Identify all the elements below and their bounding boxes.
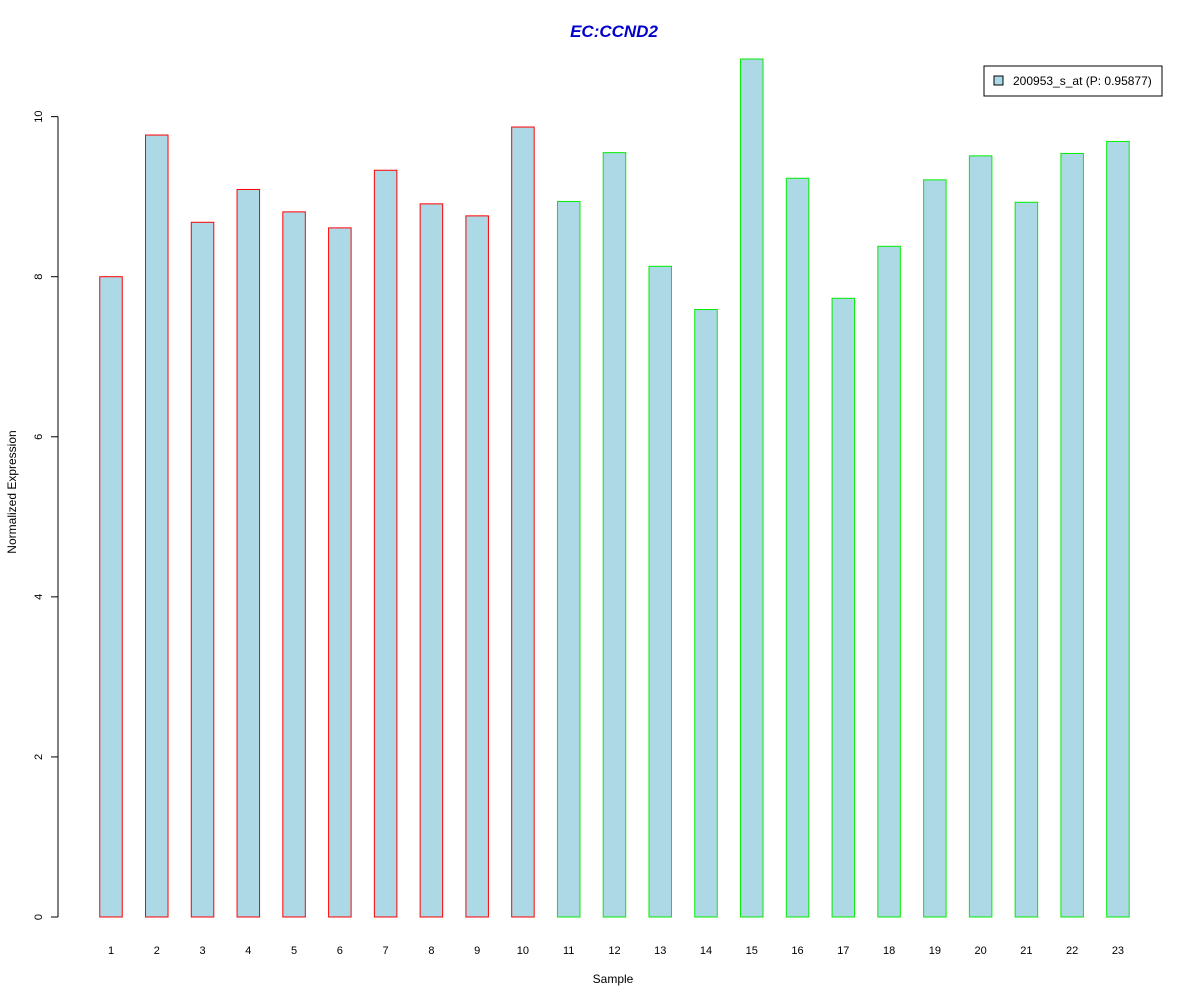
bar-sample-18 (877, 245, 901, 918)
bar-sample-8 (419, 203, 444, 918)
x-tick-label: 8 (428, 945, 434, 957)
legend-swatch (993, 75, 1004, 86)
bar-sample-16 (785, 177, 810, 918)
y-tick-label: 8 (33, 274, 45, 280)
y-tick-label: 2 (33, 754, 45, 760)
bar-sample-14 (694, 309, 718, 918)
x-tick-label: 11 (563, 945, 574, 957)
bar-sample-19 (923, 179, 947, 918)
bar-sample-13 (648, 265, 672, 918)
bar-sample-17 (831, 297, 856, 918)
x-tick-label: 15 (746, 945, 758, 957)
legend-box (983, 65, 1163, 97)
x-tick-label: 9 (474, 945, 480, 957)
x-tick-label: 22 (1066, 945, 1078, 957)
x-tick-label: 6 (337, 945, 343, 957)
bar-sample-11 (556, 200, 581, 918)
bar-sample-22 (1060, 152, 1084, 918)
bar-sample-9 (465, 215, 489, 918)
y-tick-label: 10 (33, 111, 45, 123)
x-tick-label: 4 (245, 945, 251, 957)
x-tick-label: 1 (108, 945, 114, 957)
bar-sample-3 (190, 221, 215, 918)
y-tick-label: 4 (33, 594, 45, 600)
x-tick-label: 13 (654, 945, 666, 957)
x-tick-label: 3 (199, 945, 205, 957)
bar-sample-21 (1014, 201, 1039, 918)
x-tick-labels: 1 2 3 4 5 6 7 8 9 10 11 12 13 14 15 16 17 18 19 20 21 22 23 (108, 945, 1124, 957)
x-tick-label: 5 (291, 945, 297, 957)
y-axis-title: Normalized Expression (5, 430, 19, 553)
bar-sample-7 (373, 169, 398, 918)
bar-sample-20 (968, 155, 993, 918)
x-tick-label: 7 (383, 945, 389, 957)
x-tick-label: 21 (1020, 945, 1032, 957)
y-axis: 0 2 4 6 8 10 (33, 111, 59, 920)
bar-sample-4 (236, 188, 261, 918)
x-tick-label: 16 (791, 945, 803, 957)
bar-sample-5 (282, 211, 306, 918)
x-tick-label: 2 (154, 945, 160, 957)
x-axis-title: Sample (593, 972, 634, 986)
bar-sample-12 (602, 152, 627, 918)
y-tick-label: 0 (33, 914, 45, 920)
bar-sample-15 (740, 58, 764, 918)
legend-label: 200953_s_at (P: 0.95877) (1013, 74, 1152, 88)
bar-sample-1 (99, 276, 123, 918)
x-tick-label: 10 (517, 945, 529, 957)
bar-sample-2 (145, 134, 169, 918)
x-tick-label: 18 (883, 945, 895, 957)
bar-sample-10 (511, 126, 535, 918)
bar-sample-23 (1106, 140, 1130, 918)
y-tick-label: 6 (33, 434, 45, 440)
chart-title: EC:CCND2 (570, 22, 658, 41)
bar-sample-6 (328, 227, 352, 918)
legend: 200953_s_at (P: 0.95877) (983, 65, 1163, 97)
x-tick-label: 14 (700, 945, 712, 957)
x-tick-label: 20 (975, 945, 987, 957)
x-tick-label: 23 (1112, 945, 1124, 957)
bars-group (99, 58, 1130, 918)
x-tick-label: 12 (608, 945, 620, 957)
x-tick-label: 19 (929, 945, 941, 957)
x-tick-label: 17 (837, 945, 849, 957)
